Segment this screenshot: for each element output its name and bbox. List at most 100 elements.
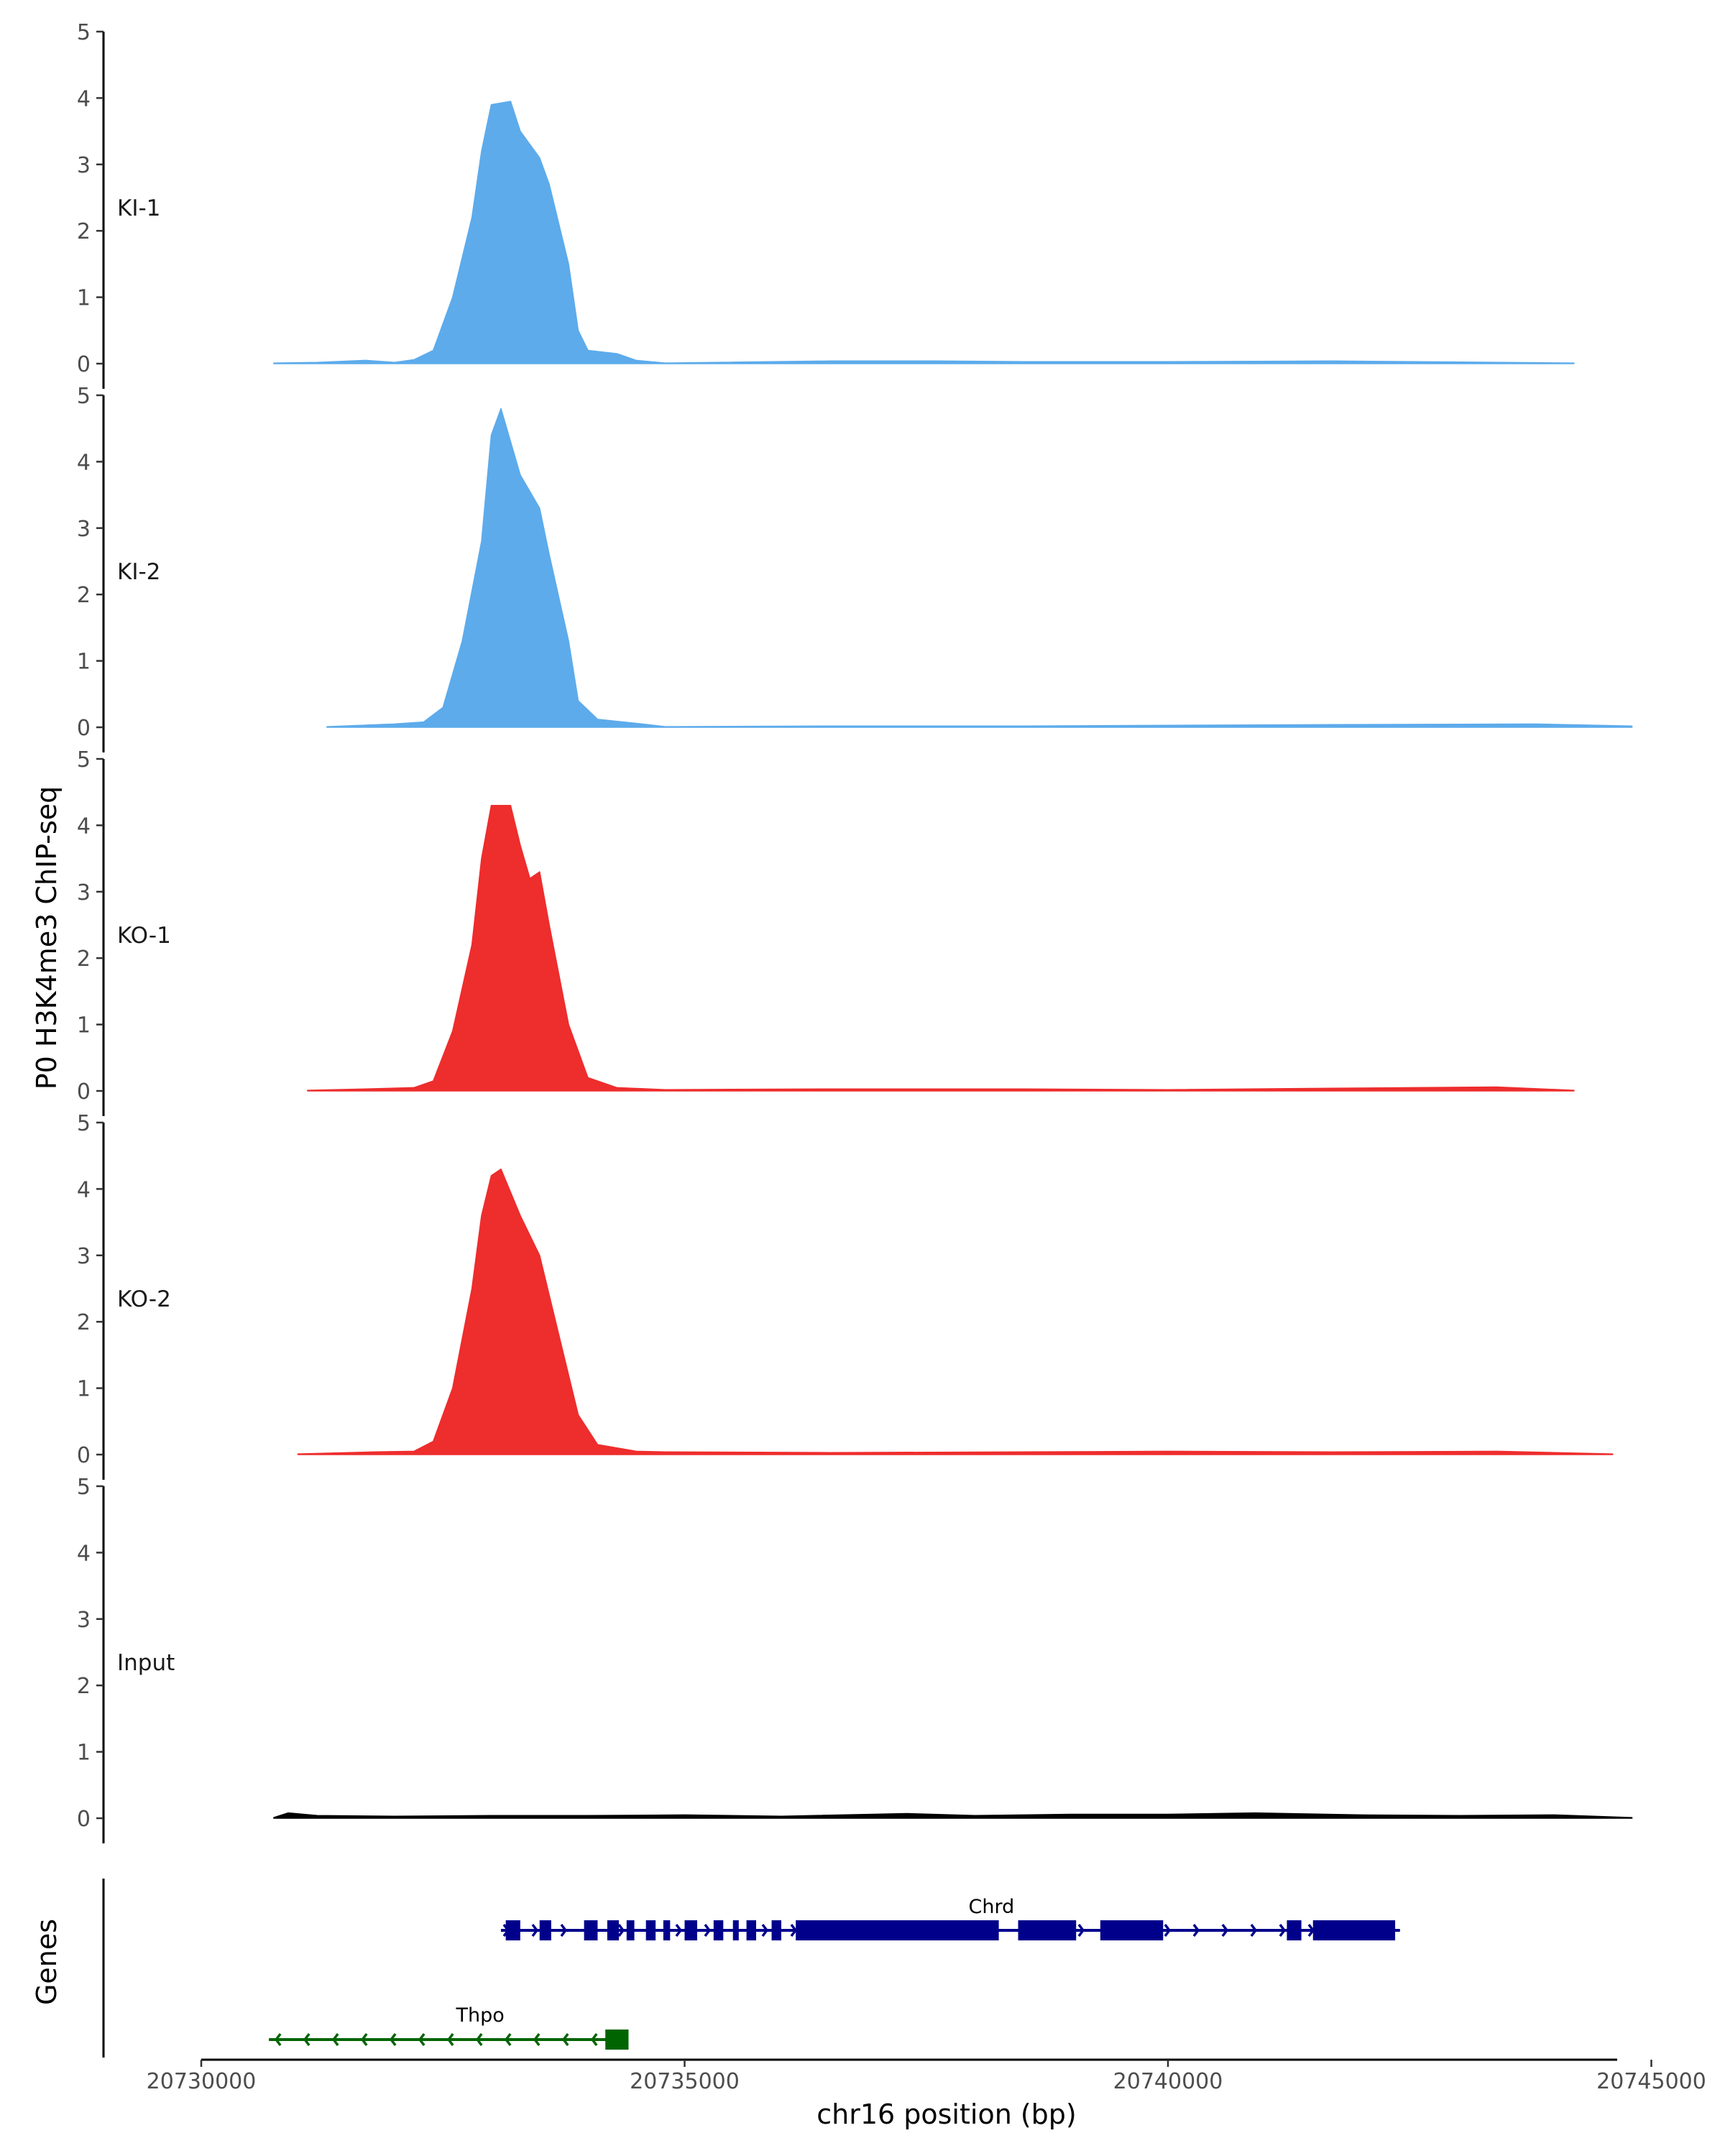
track-ki-2: 0 1 2 3 4 5 KI-2 xyxy=(77,384,1633,752)
strand-chevron xyxy=(1164,1923,1172,1938)
exon-block xyxy=(505,1920,520,1940)
y-tick-label: 4 xyxy=(77,1541,91,1566)
gene-chrd: Chrd xyxy=(500,1896,1400,1940)
strand-chevron xyxy=(761,1923,769,1938)
y-tick-label: 0 xyxy=(77,352,91,377)
exon-block xyxy=(1018,1920,1077,1940)
y-tick-label: 3 xyxy=(77,880,91,906)
gene-label: Chrd xyxy=(969,1896,1015,1918)
strand-chevron xyxy=(675,1923,683,1938)
exon-block xyxy=(746,1920,757,1940)
gene-thpo: Thpo xyxy=(269,2004,629,2050)
exon-block xyxy=(645,1920,656,1940)
signal-area xyxy=(297,1168,1614,1455)
track-ki-1: 0 1 2 3 4 5 KI-1 xyxy=(77,20,1575,389)
y-tick-label: 3 xyxy=(77,153,91,178)
signal-area xyxy=(326,407,1633,728)
track-label: KI-1 xyxy=(117,195,160,221)
exon-block xyxy=(1287,1920,1302,1940)
strand-chevron xyxy=(560,1923,568,1938)
y-tick-label: 5 xyxy=(77,1111,91,1136)
track-input: 0 1 2 3 4 5 Input xyxy=(77,1475,1633,1843)
tracks-layer: 0 1 2 3 4 5 KI-1 0 1 2 3 4 5 KI-2 0 1 2 3 4 5 KO-1 0 1 2 3 4 5 KO-2… xyxy=(77,20,1633,1843)
y-tick-label: 5 xyxy=(77,1475,91,1500)
strand-chevron xyxy=(1250,1923,1258,1938)
x-tick-label: 20745000 xyxy=(1596,2069,1706,2094)
y-tick-label: 4 xyxy=(77,1177,91,1202)
y-tick-label: 4 xyxy=(77,450,91,475)
y-axis-title: P0 H3K4me3 ChIP-seq xyxy=(31,786,63,1090)
y-tick-label: 2 xyxy=(77,946,91,972)
strand-chevron xyxy=(360,2032,368,2047)
strand-chevron xyxy=(1192,1923,1200,1938)
strand-chevron xyxy=(790,1923,798,1938)
x-axis: 20730000 20735000 20740000 20745000 xyxy=(147,2058,1706,2094)
strand-chevron xyxy=(561,2032,569,2047)
exon-block xyxy=(732,1920,739,1940)
exon-block xyxy=(713,1920,724,1940)
x-tick-label: 20735000 xyxy=(630,2069,740,2094)
y-tick-label: 2 xyxy=(77,1310,91,1335)
y-tick-label: 3 xyxy=(77,1244,91,1269)
y-tick-label: 0 xyxy=(77,1807,91,1832)
y-tick-label: 0 xyxy=(77,1079,91,1105)
y-tick-label: 0 xyxy=(77,716,91,741)
strand-chevron xyxy=(331,2032,339,2047)
strand-chevron xyxy=(274,2032,282,2047)
y-tick-label: 5 xyxy=(77,747,91,773)
exon-block xyxy=(605,2030,629,2050)
gene-label: Thpo xyxy=(456,2004,505,2027)
strand-chevron xyxy=(475,2032,483,2047)
y-tick-label: 4 xyxy=(77,814,91,839)
genes-layer: Chrd Thpo xyxy=(102,1879,1400,2058)
exon-block xyxy=(1312,1920,1396,1940)
exon-block xyxy=(771,1920,781,1940)
exon-block xyxy=(663,1920,671,1940)
y-tick-label: 2 xyxy=(77,1674,91,1699)
strand-chevron xyxy=(617,1923,625,1938)
signal-area xyxy=(307,804,1575,1092)
y-tick-label: 2 xyxy=(77,219,91,244)
strand-chevron xyxy=(704,1923,712,1938)
strand-chevron xyxy=(1279,1923,1287,1938)
track-label: Input xyxy=(117,1650,175,1676)
x-tick-label: 20730000 xyxy=(147,2069,257,2094)
strand-chevron xyxy=(531,1923,539,1938)
y-tick-label: 1 xyxy=(77,286,91,311)
strand-chevron xyxy=(303,2032,310,2047)
strand-chevron xyxy=(504,2032,512,2047)
strand-chevron xyxy=(1077,1923,1085,1938)
y-tick-label: 1 xyxy=(77,1377,91,1402)
y-tick-label: 2 xyxy=(77,583,91,608)
track-label: KO-1 xyxy=(117,923,171,949)
y-tick-label: 4 xyxy=(77,86,91,111)
x-tick-label: 20740000 xyxy=(1113,2069,1223,2094)
exon-block xyxy=(626,1920,635,1940)
track-label: KI-2 xyxy=(117,559,160,585)
y-tick-label: 1 xyxy=(77,1741,91,1766)
strand-chevron xyxy=(533,2032,540,2047)
strand-chevron xyxy=(590,2032,598,2047)
strand-chevron xyxy=(446,2032,454,2047)
y-tick-label: 5 xyxy=(77,20,91,45)
track-ko-1: 0 1 2 3 4 5 KO-1 xyxy=(77,747,1575,1116)
exon-block xyxy=(796,1920,999,1940)
y-tick-label: 0 xyxy=(77,1443,91,1468)
y-tick-label: 3 xyxy=(77,1608,91,1633)
strand-chevron xyxy=(1221,1923,1229,1938)
genes-panel-title: Genes xyxy=(31,1919,63,2005)
y-tick-label: 5 xyxy=(77,384,91,409)
y-tick-label: 1 xyxy=(77,1013,91,1038)
exon-block xyxy=(1100,1920,1164,1940)
signal-area xyxy=(273,1812,1633,1819)
track-ko-2: 0 1 2 3 4 5 KO-2 xyxy=(77,1111,1614,1480)
track-label: KO-2 xyxy=(117,1286,171,1312)
exon-block xyxy=(607,1920,620,1940)
signal-area xyxy=(273,101,1575,364)
exon-block xyxy=(539,1920,551,1940)
strand-chevron xyxy=(418,2032,426,2047)
y-tick-label: 3 xyxy=(77,517,91,542)
strand-chevron xyxy=(389,2032,397,2047)
